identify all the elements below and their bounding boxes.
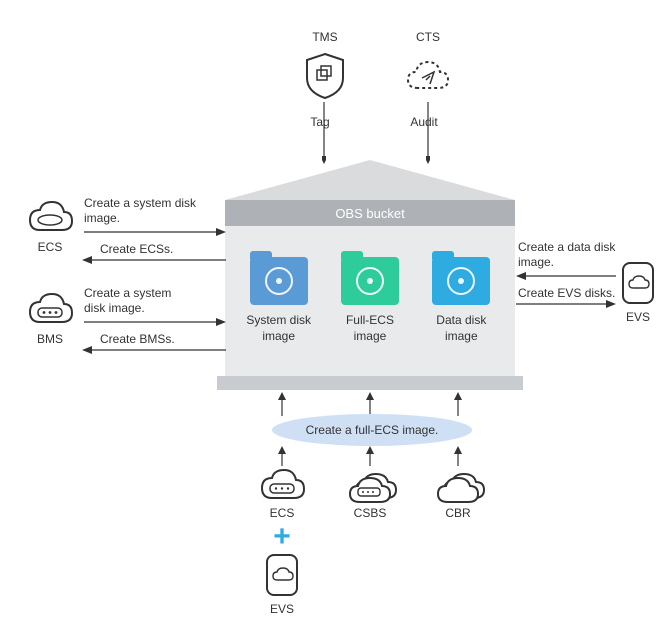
bms-to-bucket-arrow [82, 318, 226, 326]
up-arrow-2 [366, 392, 374, 416]
folder-label: Full-ECS image [346, 313, 394, 344]
evs-right-label: EVS [620, 310, 656, 324]
ecs-label: ECS [26, 240, 74, 254]
ecs-to-bucket-arrow [82, 228, 226, 236]
ecs-icon [26, 198, 74, 236]
ecs-to-bucket-label: Create a system disk image. [84, 196, 224, 226]
bottom-ecs-label: ECS [258, 506, 306, 520]
bucket-roof [225, 160, 515, 200]
src-arrow-3 [454, 446, 462, 466]
bottom-ecs-icon [258, 466, 306, 504]
bms-to-bucket-label: Create a system disk image. [84, 286, 224, 316]
plus-icon: + [266, 520, 298, 554]
bottom-csbs-icon [342, 466, 398, 506]
folder-label: Data disk image [436, 313, 486, 344]
tms-label: TMS [305, 30, 345, 44]
folder-icon [250, 257, 308, 305]
cts-cloud-icon [404, 56, 452, 96]
bms-from-bucket-label: Create BMSs. [100, 332, 175, 346]
bottom-cbr-icon [430, 466, 486, 506]
bucket-base [217, 376, 523, 390]
bms-from-bucket-arrow [82, 346, 226, 354]
folder-icon [341, 257, 399, 305]
evs-to-bucket-arrow [516, 272, 616, 280]
tag-label: Tag [300, 115, 340, 129]
folder-full-ecs: Full-ECS image [329, 257, 411, 344]
bottom-cbr-label: CBR [432, 506, 484, 520]
tms-shield-icon [303, 52, 347, 100]
folder-system-disk: System disk image [238, 257, 320, 344]
full-ecs-ellipse: Create a full-ECS image. [272, 414, 472, 446]
folder-label: System disk image [246, 313, 311, 344]
up-arrow-3 [454, 392, 462, 416]
up-arrow-1 [278, 392, 286, 416]
evs-from-bucket-label: Create EVS disks. [518, 286, 615, 300]
obs-bucket: OBS bucket System disk image Full-ECS im… [225, 160, 515, 390]
full-ecs-ellipse-label: Create a full-ECS image. [306, 423, 439, 437]
tms-arrow [322, 102, 326, 166]
src-arrow-1 [278, 446, 286, 466]
src-arrow-2 [366, 446, 374, 466]
bottom-csbs-label: CSBS [344, 506, 396, 520]
evs-from-bucket-arrow [516, 300, 616, 308]
bms-label: BMS [26, 332, 74, 346]
bottom-evs-label: EVS [258, 602, 306, 616]
bms-icon [26, 290, 74, 328]
cts-arrow [426, 102, 430, 166]
folder-data-disk: Data disk image [420, 257, 502, 344]
bucket-body: System disk image Full-ECS image Data di… [225, 226, 515, 376]
bottom-evs-icon [264, 552, 300, 598]
audit-label: Audit [404, 115, 444, 129]
ecs-from-bucket-label: Create ECSs. [100, 242, 173, 256]
folder-icon [432, 257, 490, 305]
evs-right-icon [620, 260, 656, 306]
cts-label: CTS [408, 30, 448, 44]
bucket-title: OBS bucket [225, 200, 515, 226]
ecs-from-bucket-arrow [82, 256, 226, 264]
